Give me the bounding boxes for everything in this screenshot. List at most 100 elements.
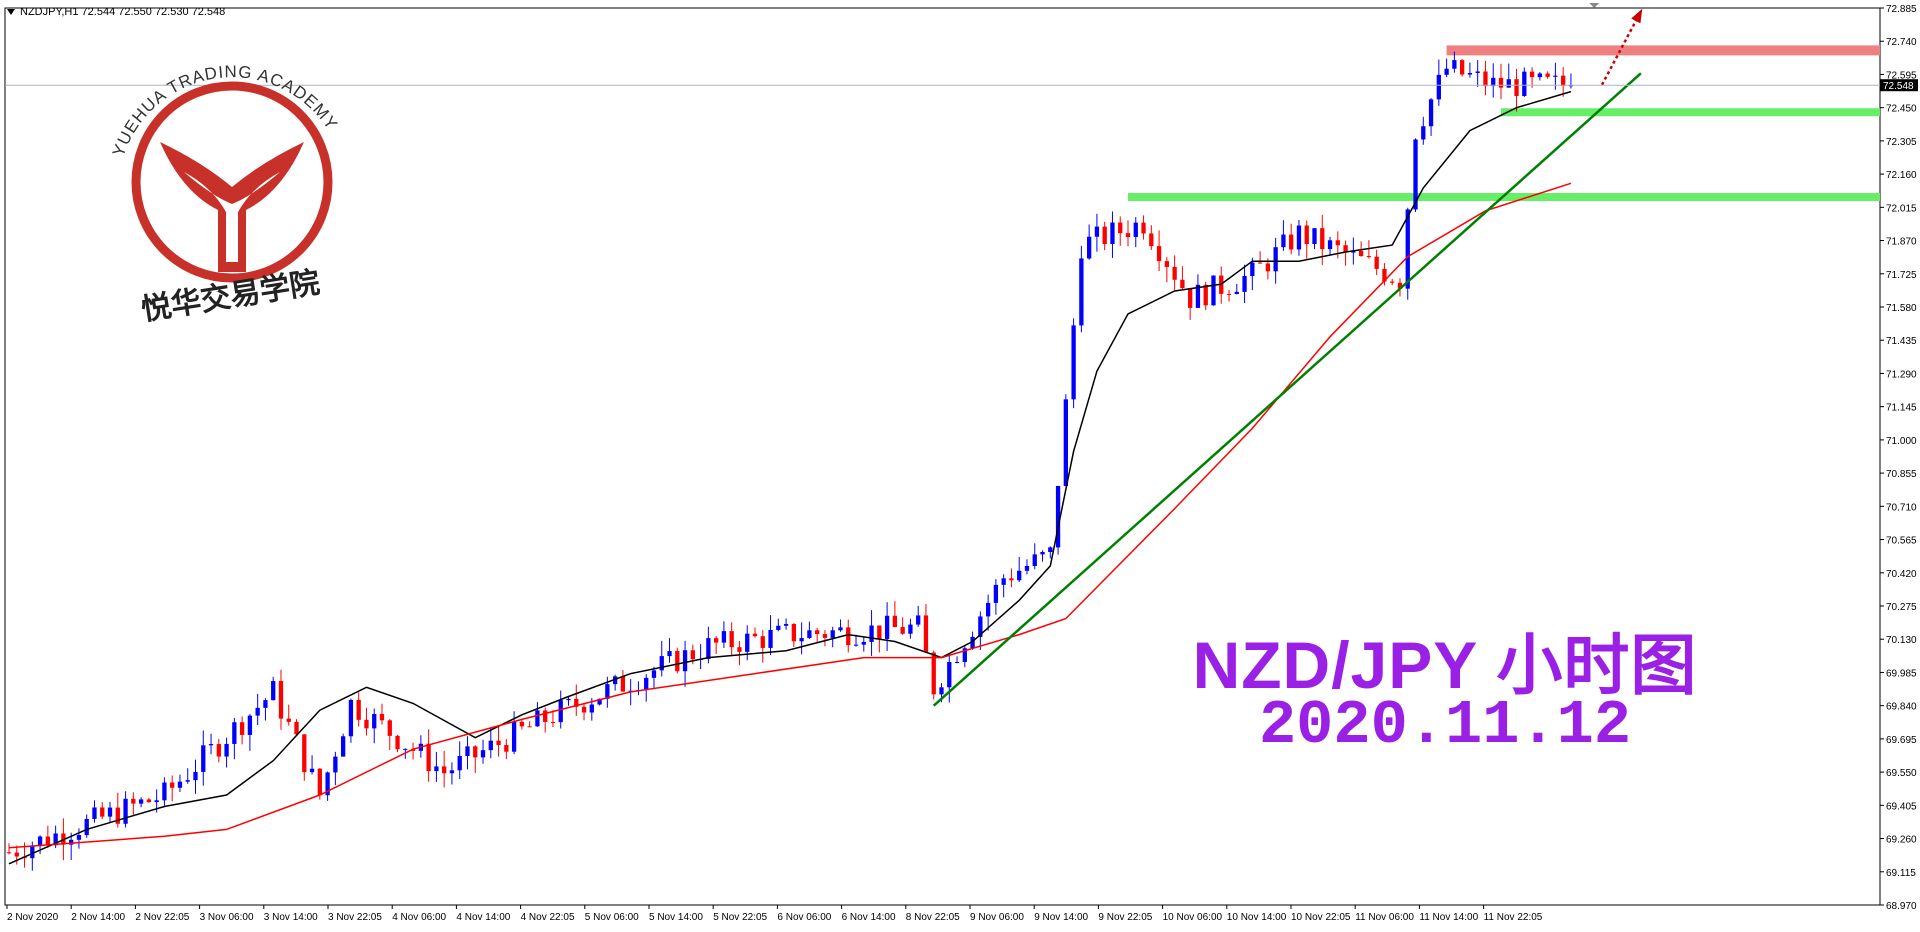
candle-bull[interactable] [706,638,711,659]
candle-bear[interactable] [1265,263,1271,272]
candle-bear[interactable] [620,676,626,692]
candle-bull[interactable] [224,743,229,757]
candle-bull[interactable] [954,661,960,663]
candle-bull[interactable] [1048,547,1053,552]
candle-bear[interactable] [1180,279,1185,289]
candle-bull[interactable] [511,721,517,752]
candle-bull[interactable] [37,836,43,847]
candle-bull[interactable] [776,625,781,630]
candle-bull[interactable] [1436,74,1441,100]
candle-bull[interactable] [107,807,113,817]
candle-bull[interactable] [659,656,664,671]
candle-bear[interactable] [519,721,525,727]
candle-bear[interactable] [1358,250,1364,257]
candle-bull[interactable] [232,722,237,744]
candle-bull[interactable] [1537,73,1543,78]
candle-bear[interactable] [1529,71,1535,78]
candle-bear[interactable] [846,627,851,646]
candle-bull[interactable] [947,662,952,688]
candle-bear[interactable] [115,807,120,824]
candle-bear[interactable] [1459,60,1465,75]
candle-bear[interactable] [1397,282,1403,289]
candle-bull[interactable] [916,615,921,625]
resistance-zone[interactable] [1446,45,1880,56]
candle-bull[interactable] [1467,72,1473,75]
projection-arrow[interactable] [1600,10,1642,86]
candle-bull[interactable] [1273,247,1278,272]
candle-bear[interactable] [45,836,51,846]
candle-bull[interactable] [667,651,672,657]
candle-bull[interactable] [1032,554,1037,567]
candle-bear[interactable] [574,698,579,707]
candle-bear[interactable] [892,615,898,628]
candle-bear[interactable] [1149,233,1154,247]
candle-bear[interactable] [14,852,19,857]
candle-bear[interactable] [1320,228,1325,250]
candle-bull[interactable] [208,744,214,746]
candle-bull[interactable] [1444,68,1449,75]
candle-bull[interactable] [869,625,874,642]
candle-bear[interactable] [1188,288,1193,308]
candle-bull[interactable] [861,641,866,645]
candle-bull[interactable] [1086,236,1092,259]
candle-bull[interactable] [1413,139,1418,210]
candle-bear[interactable] [931,652,936,695]
candle-bear[interactable] [822,634,828,638]
candle-bear[interactable] [1545,73,1550,77]
candle-bear[interactable] [387,720,392,736]
candle-bull[interactable] [1211,275,1216,306]
candle-bear[interactable] [426,743,431,772]
candle-bear[interactable] [1366,256,1372,258]
candle-bear[interactable] [6,852,12,854]
candle-bull[interactable] [1281,234,1286,248]
candle-bull[interactable] [807,630,812,639]
candle-bull[interactable] [985,602,991,617]
candle-bull[interactable] [993,584,999,603]
candle-bull[interactable] [566,698,571,701]
candle-bull[interactable] [30,846,35,859]
candle-bull[interactable] [309,768,315,773]
candle-bull[interactable] [597,698,602,705]
candle-bull[interactable] [325,772,330,796]
candle-bull[interactable] [853,644,859,646]
candle-bear[interactable] [1304,225,1309,245]
support-zone-upper[interactable] [1501,108,1880,117]
candle-bull[interactable] [768,629,773,648]
candle-bull[interactable] [1133,222,1138,238]
candle-bull[interactable] [457,756,462,771]
candle-bear[interactable] [1335,240,1340,246]
candle-bear[interactable] [923,615,929,653]
candle-bull[interactable] [434,766,439,772]
candle-bear[interactable] [1289,234,1294,250]
candle-bear[interactable] [1561,75,1566,86]
candle-bear[interactable] [170,782,175,788]
candle-bull[interactable] [1250,262,1255,277]
candle-bear[interactable] [1156,246,1162,262]
candle-bull[interactable] [1055,485,1061,548]
candle-bear[interactable] [1390,281,1395,283]
candle-bear[interactable] [1374,256,1379,269]
candle-bull[interactable] [605,684,610,699]
candle-bull[interactable] [1242,276,1247,292]
candle-bull[interactable] [1195,284,1201,308]
candle-bull[interactable] [1296,225,1302,250]
candle-bear[interactable] [690,650,695,660]
candle-bull[interactable] [403,748,408,750]
candle-bull[interactable] [908,624,913,634]
candle-bull[interactable] [69,839,74,845]
candle-bull[interactable] [970,636,975,649]
candle-bull[interactable] [1094,226,1100,237]
candle-bull[interactable] [1234,291,1239,294]
candle-bear[interactable] [286,718,291,722]
candle-bear[interactable] [504,745,509,752]
candle-bear[interactable] [713,638,719,643]
candle-bull[interactable] [612,676,618,685]
candle-bear[interactable] [1257,262,1263,264]
candle-bull[interactable] [333,756,338,773]
candle-bull[interactable] [682,650,688,672]
candle-bear[interactable] [1514,79,1519,97]
candle-bear[interactable] [1172,266,1177,280]
candle-bull[interactable] [53,833,58,846]
candle-bear[interactable] [1203,284,1208,306]
